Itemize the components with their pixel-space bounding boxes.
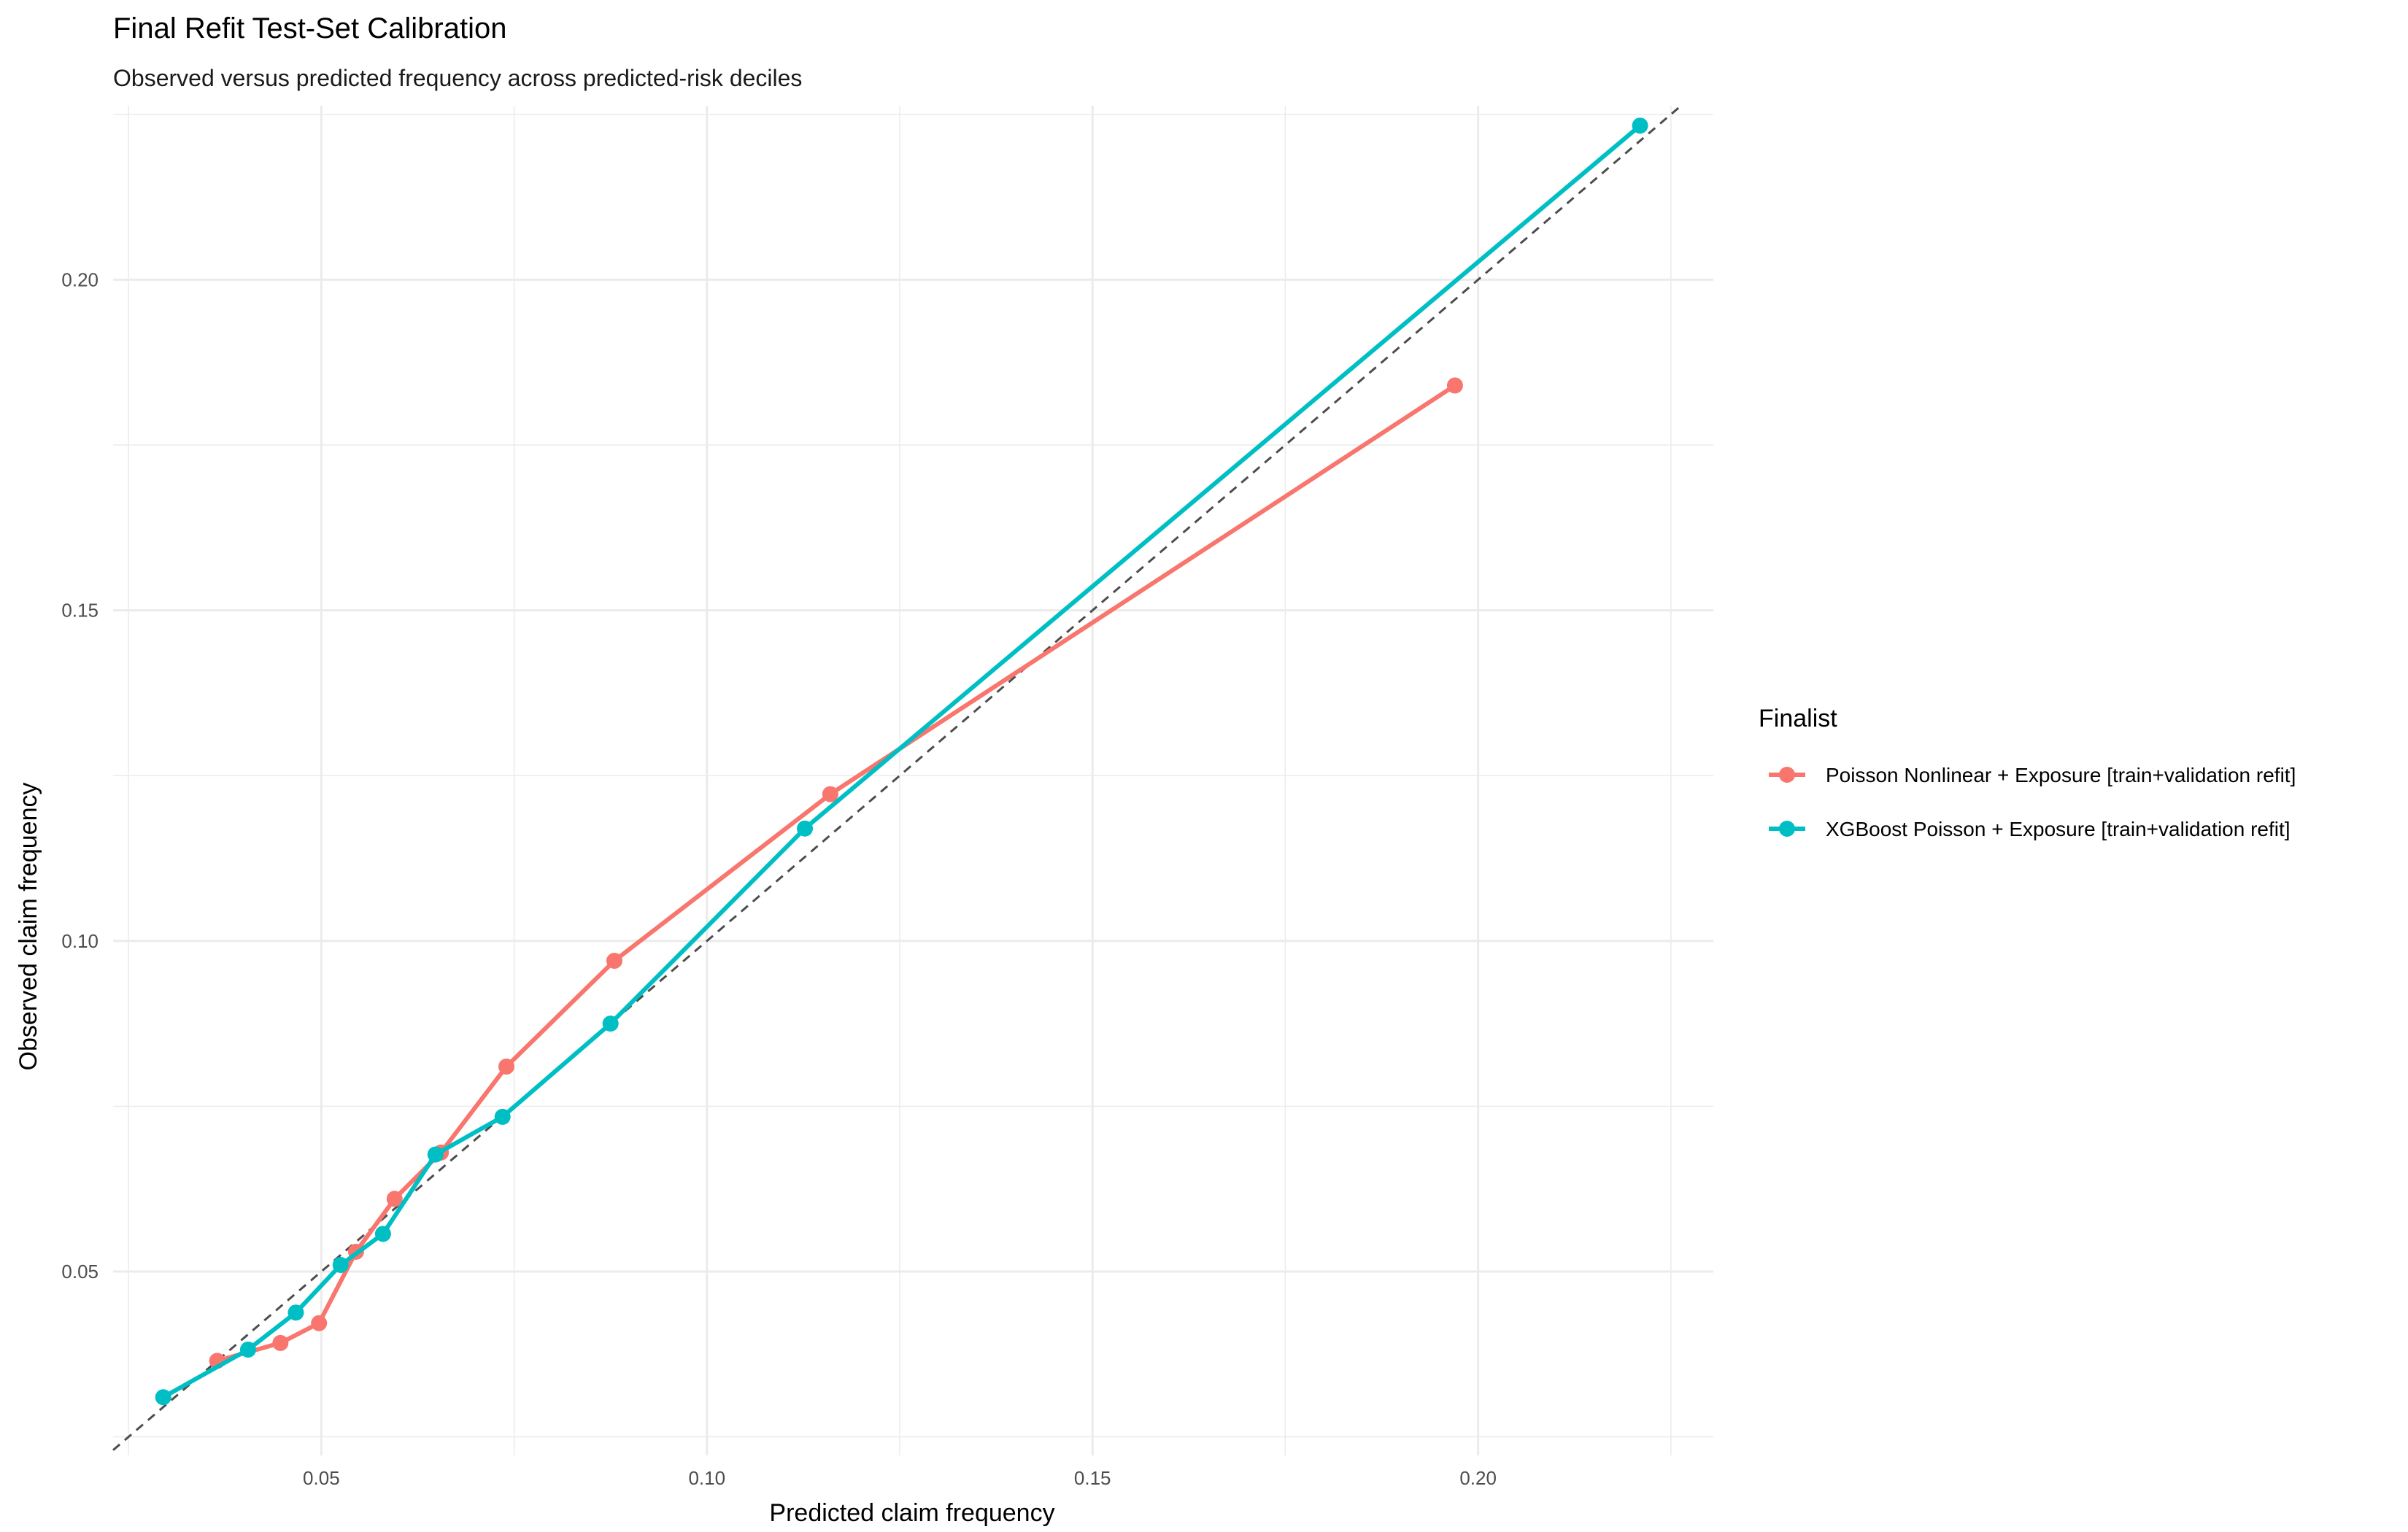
y-tick-label: 0.05 bbox=[61, 1261, 99, 1283]
x-tick-label: 0.10 bbox=[688, 1467, 725, 1489]
data-point bbox=[494, 1108, 511, 1125]
data-point bbox=[1446, 377, 1463, 394]
data-point bbox=[427, 1146, 444, 1163]
data-point bbox=[288, 1304, 304, 1321]
data-point bbox=[386, 1191, 403, 1207]
x-tick-label: 0.15 bbox=[1074, 1467, 1111, 1489]
legend-key-point bbox=[1779, 767, 1795, 783]
data-point bbox=[155, 1389, 171, 1406]
legend: Finalist Poisson Nonlinear + Exposure [t… bbox=[1759, 705, 2296, 840]
data-point bbox=[602, 1015, 619, 1032]
data-point bbox=[606, 952, 622, 969]
y-tick-label: 0.20 bbox=[61, 268, 99, 290]
legend-item: Poisson Nonlinear + Exposure [train+vali… bbox=[1769, 764, 2296, 786]
data-point bbox=[822, 786, 838, 802]
series-2 bbox=[155, 117, 1648, 1406]
data-point bbox=[272, 1334, 289, 1351]
y-tick-label: 0.10 bbox=[61, 930, 99, 952]
data-point bbox=[498, 1059, 515, 1075]
y-tick-label: 0.15 bbox=[61, 600, 99, 622]
chart-title: Final Refit Test-Set Calibration bbox=[113, 12, 507, 45]
reference-line-layer bbox=[112, 104, 1682, 1451]
legend-title: Finalist bbox=[1759, 705, 1837, 732]
data-point bbox=[374, 1226, 391, 1242]
series-layer bbox=[155, 117, 1648, 1406]
data-point bbox=[311, 1315, 328, 1331]
data-point bbox=[797, 820, 814, 837]
legend-key-point bbox=[1779, 821, 1795, 837]
legend-label: XGBoost Poisson + Exposure [train+valida… bbox=[1826, 818, 2291, 840]
x-tick-label: 0.05 bbox=[303, 1467, 340, 1489]
series-line bbox=[161, 123, 1643, 1400]
legend-item: XGBoost Poisson + Exposure [train+valida… bbox=[1769, 818, 2291, 840]
legend-label: Poisson Nonlinear + Exposure [train+vali… bbox=[1826, 764, 2296, 786]
grid bbox=[113, 106, 1713, 1455]
series-1 bbox=[209, 377, 1463, 1369]
chart-subtitle: Observed versus predicted frequency acro… bbox=[113, 65, 802, 91]
legend-items: Poisson Nonlinear + Exposure [train+vali… bbox=[1769, 764, 2296, 840]
y-axis-title: Observed claim frequency bbox=[15, 783, 42, 1071]
x-tick-label: 0.20 bbox=[1459, 1467, 1497, 1489]
tick-labels: 0.05 0.10 0.15 0.20 0.05 0.10 0.15 0.20 bbox=[61, 268, 1497, 1489]
data-point bbox=[332, 1256, 349, 1273]
data-point bbox=[1632, 117, 1648, 134]
reference-line bbox=[112, 104, 1682, 1451]
series-line bbox=[215, 383, 1457, 1363]
data-point bbox=[239, 1341, 256, 1358]
x-axis-title: Predicted claim frequency bbox=[769, 1499, 1054, 1527]
